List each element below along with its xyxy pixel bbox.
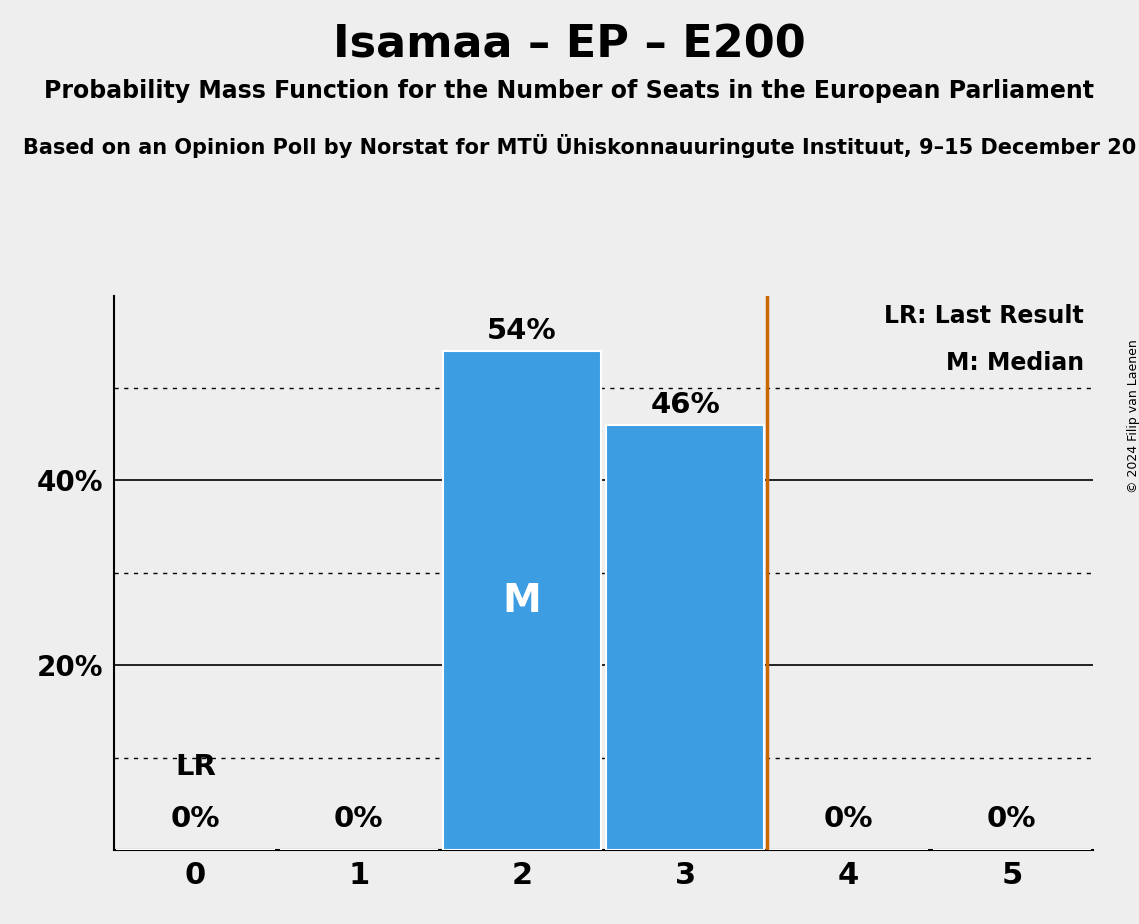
Text: Isamaa – EP – E200: Isamaa – EP – E200 — [333, 23, 806, 67]
Text: LR: Last Result: LR: Last Result — [884, 304, 1083, 328]
Bar — [606, 425, 764, 850]
Text: 0%: 0% — [823, 806, 874, 833]
Text: © 2024 Filip van Laenen: © 2024 Filip van Laenen — [1126, 339, 1139, 492]
Text: 0%: 0% — [334, 806, 384, 833]
Text: Based on an Opinion Poll by Norstat for MTÜ Ühiskonnauuringute Instituut, 9–15 D: Based on an Opinion Poll by Norstat for … — [23, 134, 1136, 158]
Text: M: M — [502, 581, 541, 620]
Text: 0%: 0% — [171, 806, 220, 833]
Text: 0%: 0% — [988, 806, 1036, 833]
Text: M: Median: M: Median — [945, 351, 1083, 375]
Bar — [443, 351, 601, 850]
Text: 46%: 46% — [650, 391, 720, 419]
Text: Probability Mass Function for the Number of Seats in the European Parliament: Probability Mass Function for the Number… — [44, 79, 1095, 103]
Text: LR: LR — [175, 753, 216, 781]
Text: 54%: 54% — [487, 317, 557, 345]
